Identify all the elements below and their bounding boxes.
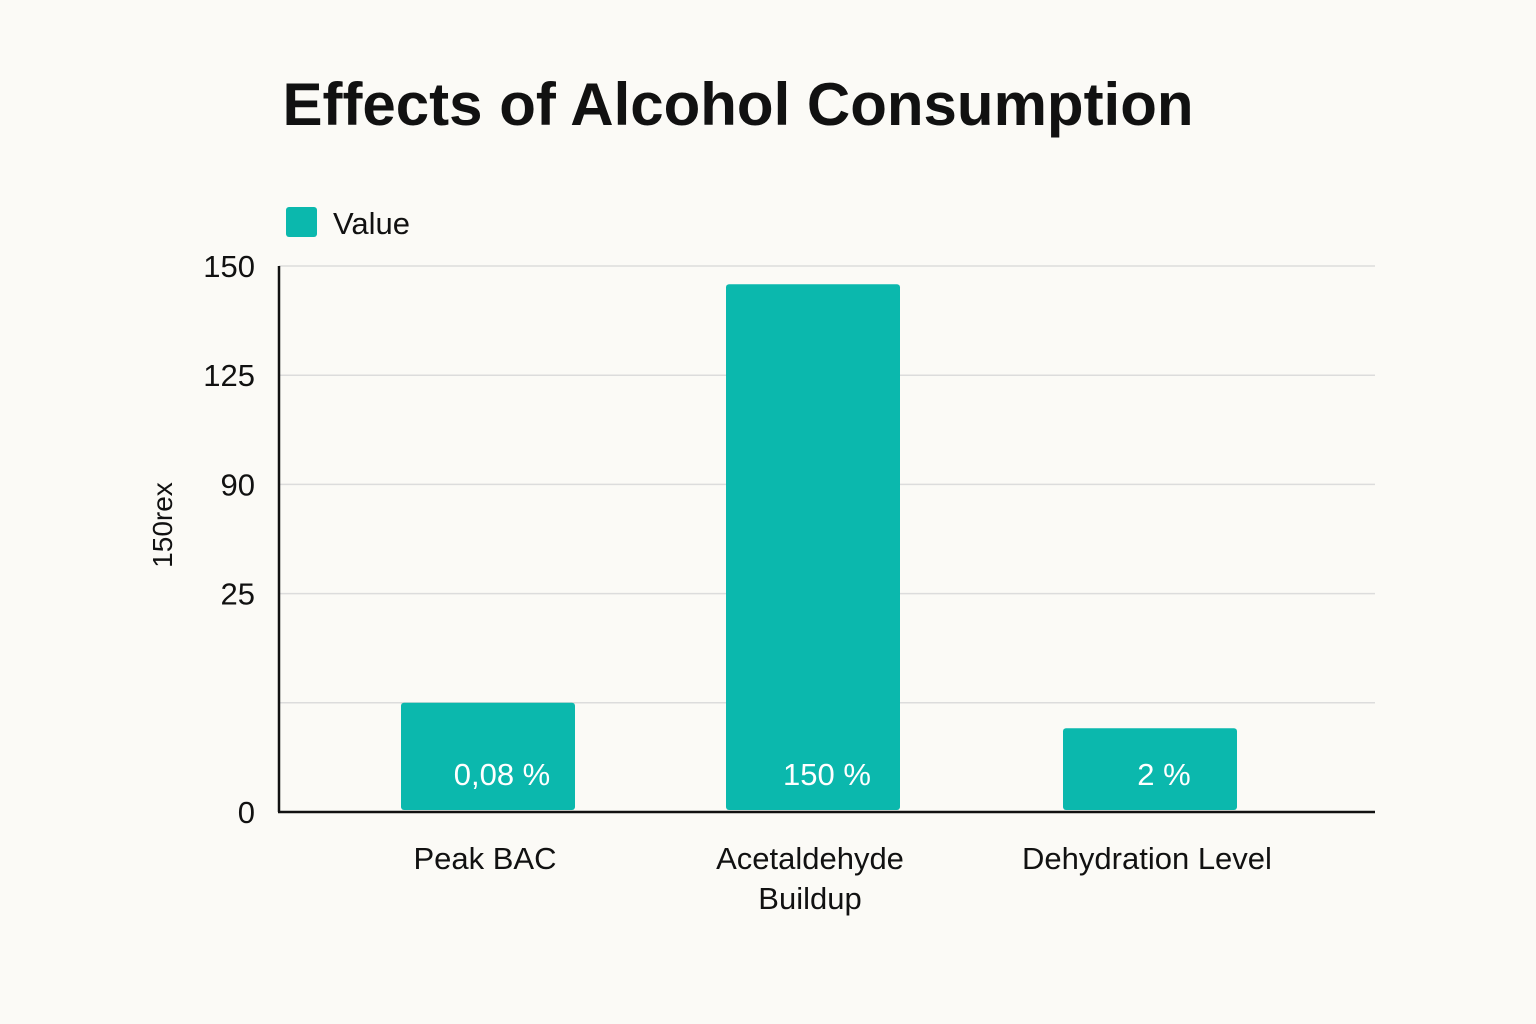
x-tick-label: Acetaldehyde — [716, 841, 904, 876]
x-tick-label: Dehydration Level — [1022, 841, 1272, 876]
x-tick-label: Peak BAC — [413, 841, 556, 876]
y-tick-label: 150 — [203, 249, 255, 284]
y-tick-label: 90 — [221, 467, 255, 502]
x-tick-label: Buildup — [758, 881, 861, 916]
legend-label: Value — [333, 206, 410, 241]
bars — [401, 284, 1237, 810]
chart-title: Effects of Alcohol Consumption — [282, 71, 1193, 138]
data-labels: 0,08 % 150 % 2 % — [454, 757, 1191, 792]
bar-value-label: 0,08 % — [454, 757, 551, 792]
y-tick-label: 25 — [221, 577, 255, 612]
y-tick-label: 0 — [238, 795, 255, 830]
bar — [726, 284, 900, 810]
y-axis-label: 150rex — [147, 482, 178, 568]
legend: Value — [286, 206, 410, 241]
x-axis-ticks: Peak BAC Acetaldehyde Buildup Dehydration L… — [413, 841, 1271, 916]
bar — [401, 702, 575, 810]
legend-swatch — [286, 207, 317, 237]
y-axis-ticks: 0 25 90 125 150 — [203, 249, 255, 830]
bar-value-label: 150 % — [783, 757, 871, 792]
bar-value-label: 2 % — [1137, 757, 1190, 792]
bar — [1063, 728, 1237, 810]
y-tick-label: 125 — [203, 358, 255, 393]
